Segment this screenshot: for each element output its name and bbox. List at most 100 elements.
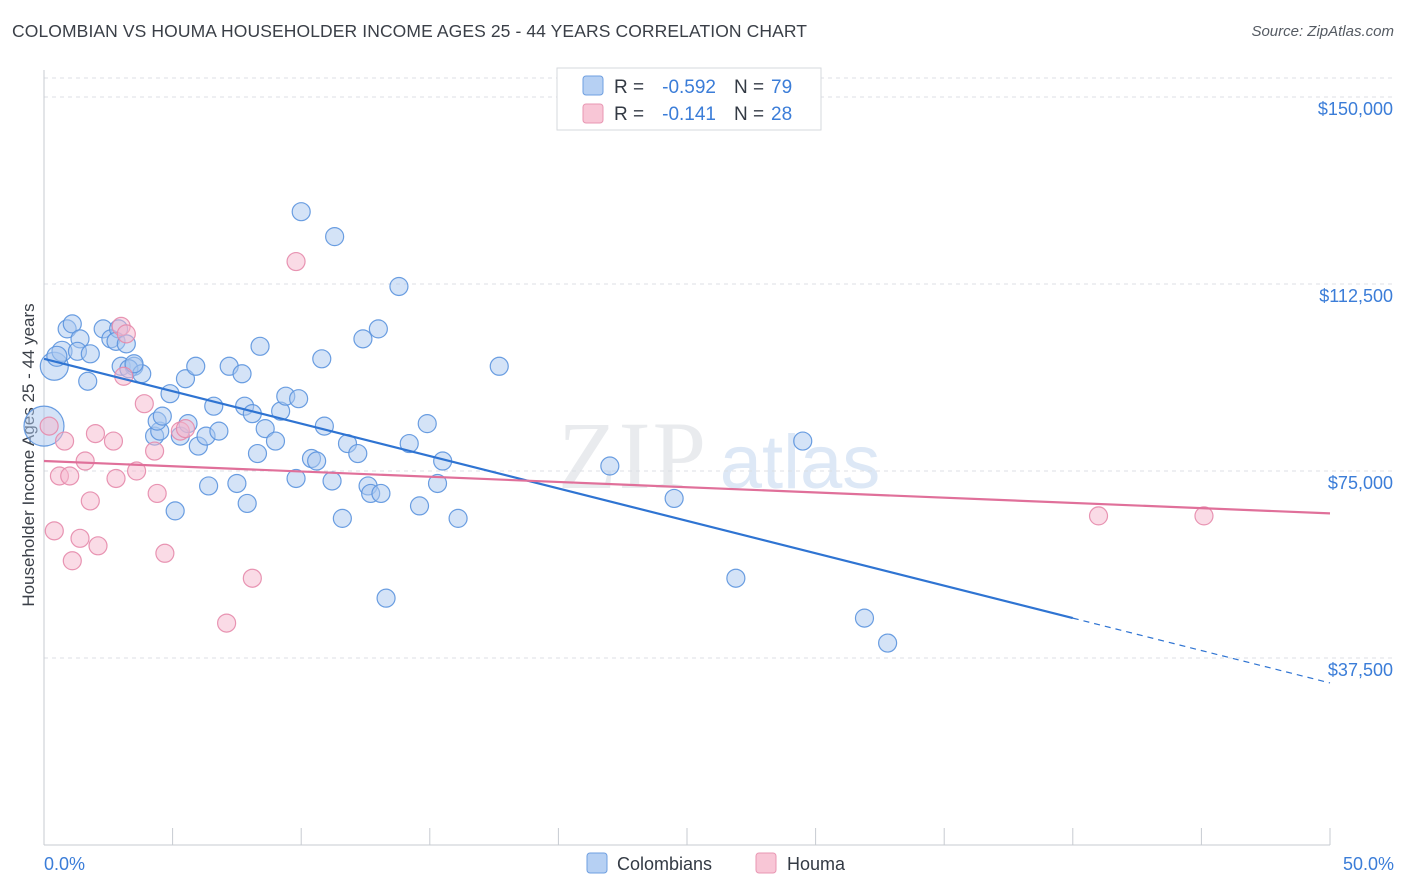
point-colombians: [332, 508, 352, 528]
point-colombians: [448, 508, 468, 528]
point-houma: [80, 491, 100, 511]
x-axis-ticks: [43, 828, 1331, 845]
point-colombians: [265, 431, 286, 451]
y-tick-label: $112,500: [1319, 286, 1393, 306]
point-colombians: [399, 433, 419, 454]
series-houma-points: [39, 251, 1214, 633]
point-colombians: [389, 276, 409, 297]
legend-r-label-1: R =: [614, 77, 644, 98]
point-colombians: [322, 471, 342, 491]
point-houma: [116, 324, 136, 344]
point-colombians: [427, 473, 448, 494]
point-colombians: [227, 473, 247, 494]
legend-r-value-1: -0.592: [662, 77, 716, 98]
point-colombians: [854, 608, 875, 628]
point-houma: [217, 613, 237, 633]
point-colombians: [247, 443, 268, 464]
x-tick-label-min: 0.0%: [44, 854, 85, 874]
point-colombians: [165, 501, 185, 521]
point-houma: [242, 568, 262, 588]
y-tick-label: $75,000: [1328, 473, 1393, 493]
y-axis-label: Householder Income Ages 25 - 44 years: [19, 303, 38, 606]
point-colombians: [353, 329, 373, 349]
point-colombians: [250, 336, 270, 356]
point-colombians: [186, 356, 206, 376]
point-colombians: [664, 488, 684, 509]
chart-title: COLOMBIAN VS HOUMA HOUSEHOLDER INCOME AG…: [12, 21, 808, 41]
chart-source: Source: ZipAtlas.com: [1251, 23, 1394, 40]
point-colombians: [600, 456, 620, 476]
legend-n-label-2: N =: [734, 104, 764, 125]
point-colombians: [175, 369, 196, 389]
watermark-zip: ZIP: [558, 402, 708, 509]
point-houma: [103, 431, 124, 451]
trend-line-houma: [43, 459, 1331, 515]
point-houma: [286, 251, 306, 272]
point-colombians: [152, 406, 172, 426]
point-houma: [106, 468, 126, 489]
series-colombians-points: [23, 202, 898, 653]
y-axis-tick-labels: $37,500 $75,000 $112,500 $150,000: [1318, 99, 1393, 680]
point-colombians: [291, 202, 311, 222]
x-tick-label-max: 50.0%: [1343, 854, 1394, 874]
legend-bottom-label-houma: Houma: [787, 854, 846, 874]
legend-n-value-1: 79: [771, 77, 792, 98]
point-colombians: [417, 414, 437, 434]
point-colombians: [289, 389, 309, 409]
point-colombians: [232, 364, 252, 384]
point-houma: [155, 543, 175, 563]
point-colombians: [348, 443, 368, 464]
legend-bottom-swatch-houma: [755, 852, 777, 874]
point-houma: [88, 536, 108, 556]
point-houma: [85, 424, 106, 444]
point-colombians: [160, 384, 180, 404]
point-colombians: [489, 356, 509, 376]
point-colombians: [62, 314, 82, 334]
legend-swatch-colombians: [582, 75, 604, 96]
legend-r-value-2: -0.141: [662, 104, 716, 125]
legend-bottom-swatch-colombians: [586, 852, 608, 874]
point-colombians: [237, 493, 257, 514]
legend-r-label-2: R =: [614, 104, 644, 125]
legend-n-label-1: N =: [734, 77, 764, 98]
point-colombians: [409, 496, 430, 516]
point-colombians: [878, 633, 898, 653]
point-houma: [1194, 506, 1214, 526]
trend-lines: [43, 357, 1331, 684]
point-colombians: [368, 319, 388, 339]
point-colombians: [78, 371, 98, 391]
point-houma: [44, 521, 64, 541]
legend-bottom-label-colombians: Colombians: [617, 854, 712, 874]
trend-line-colombians-extension: [1072, 617, 1331, 684]
point-houma: [175, 419, 196, 439]
legend-n-value-2: 28: [771, 104, 792, 125]
point-houma: [70, 528, 90, 548]
point-houma: [134, 394, 154, 414]
point-colombians: [307, 451, 327, 471]
point-houma: [1088, 506, 1109, 526]
y-tick-label: $150,000: [1318, 99, 1393, 119]
point-colombians: [286, 468, 306, 489]
point-colombians: [314, 416, 334, 436]
point-colombians: [312, 349, 332, 369]
point-colombians: [209, 421, 229, 441]
point-colombians: [793, 431, 813, 451]
point-houma: [144, 441, 165, 461]
point-colombians: [199, 476, 219, 496]
point-colombians: [376, 588, 396, 608]
point-houma: [60, 466, 80, 486]
series-legend: Colombians Houma: [586, 852, 846, 874]
y-tick-label: $37,500: [1328, 660, 1393, 680]
stats-legend: R = -0.592 N = 79 R = -0.141 N = 28: [556, 67, 822, 131]
point-colombians: [80, 344, 100, 364]
point-houma: [39, 416, 59, 436]
point-houma: [126, 461, 147, 481]
point-colombians: [371, 483, 391, 504]
legend-swatch-houma: [582, 103, 604, 124]
point-houma: [147, 483, 167, 504]
point-colombians: [124, 354, 144, 374]
point-houma: [62, 551, 82, 571]
point-colombians: [325, 227, 345, 247]
point-houma: [75, 451, 95, 471]
